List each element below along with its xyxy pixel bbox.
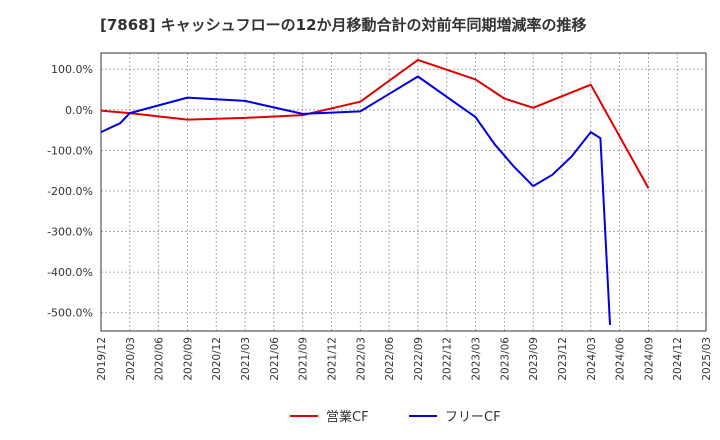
x-tick-label: 2021/12 xyxy=(326,337,338,381)
x-tick-label: 2021/03 xyxy=(240,337,252,381)
x-tick-label: 2020/09 xyxy=(182,337,194,381)
y-tick-label: -400.0% xyxy=(47,266,93,279)
x-tick-label: 2024/09 xyxy=(643,337,655,381)
plot-frame xyxy=(100,52,707,332)
x-tick-label: 2023/03 xyxy=(471,337,483,381)
y-tick-label: 0.0% xyxy=(65,104,93,117)
x-tick-label: 2025/03 xyxy=(701,337,713,381)
y-tick-label: -300.0% xyxy=(47,226,93,239)
x-tick-label: 2022/06 xyxy=(384,337,396,381)
x-tick-label: 2024/06 xyxy=(615,337,627,381)
chart-title: [7868] キャッシュフローの12か月移動合計の対前年同期増減率の推移 xyxy=(100,16,587,34)
legend-free-cf-label: フリーCF xyxy=(445,410,501,425)
x-tick-label: 2024/03 xyxy=(586,337,598,381)
x-tick-label: 2019/12 xyxy=(96,337,108,381)
legend-operating-cf-label: 営業CF xyxy=(326,409,369,425)
y-tick-label: -200.0% xyxy=(47,185,93,198)
x-tick-label: 2023/06 xyxy=(499,337,511,381)
x-tick-label: 2020/03 xyxy=(125,337,137,381)
x-tick-label: 2022/12 xyxy=(442,337,454,381)
x-tick-label: 2021/09 xyxy=(298,337,310,381)
series-line-free-cf xyxy=(100,75,611,325)
x-tick-label: 2024/12 xyxy=(672,337,684,381)
y-tick-label: 100.0% xyxy=(51,63,93,76)
series-line-operating-cf xyxy=(100,58,650,189)
x-tick-label: 2022/09 xyxy=(413,337,425,381)
x-tick-label: 2021/06 xyxy=(269,337,281,381)
x-tick-label: 2023/12 xyxy=(557,337,569,381)
y-tick-label: -100.0% xyxy=(47,144,93,157)
x-tick-label: 2022/03 xyxy=(355,337,367,381)
x-tick-label: 2020/06 xyxy=(154,337,166,381)
x-tick-label: 2023/09 xyxy=(528,337,540,381)
y-tick-label: -500.0% xyxy=(47,307,93,320)
x-tick-label: 2020/12 xyxy=(211,337,223,381)
